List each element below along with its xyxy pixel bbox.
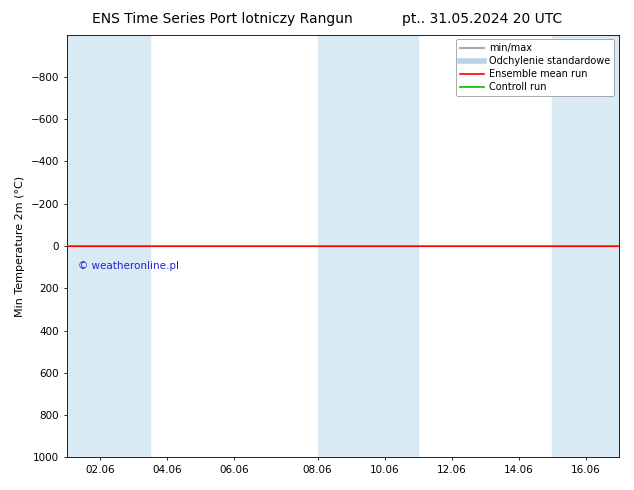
Text: © weatheronline.pl: © weatheronline.pl xyxy=(77,261,179,271)
Text: pt.. 31.05.2024 20 UTC: pt.. 31.05.2024 20 UTC xyxy=(402,12,562,26)
Bar xyxy=(318,35,418,457)
Y-axis label: Min Temperature 2m (°C): Min Temperature 2m (°C) xyxy=(15,175,25,317)
Bar xyxy=(552,35,619,457)
Legend: min/max, Odchylenie standardowe, Ensemble mean run, Controll run: min/max, Odchylenie standardowe, Ensembl… xyxy=(456,40,614,96)
Bar xyxy=(67,35,150,457)
Text: ENS Time Series Port lotniczy Rangun: ENS Time Series Port lotniczy Rangun xyxy=(91,12,353,26)
